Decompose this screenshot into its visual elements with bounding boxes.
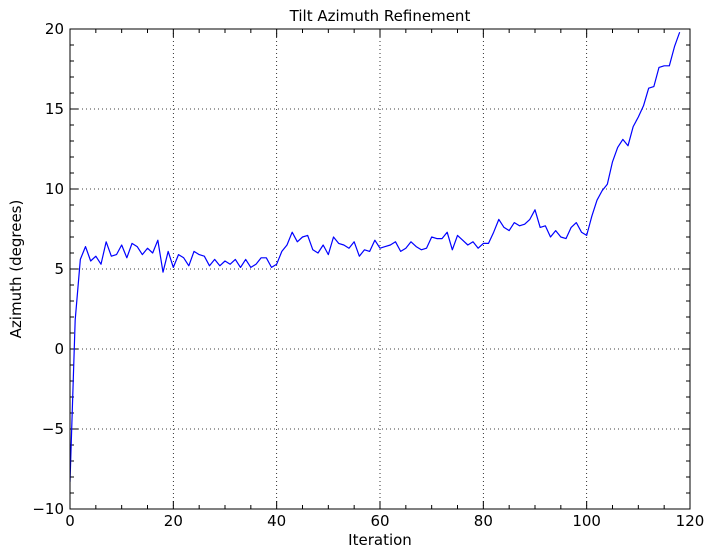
chart-title: Tilt Azimuth Refinement — [289, 7, 471, 25]
y-axis-label: Azimuth (degrees) — [7, 200, 25, 339]
x-tick-label: 0 — [65, 512, 75, 530]
y-tick-label: 10 — [45, 180, 64, 198]
x-tick-label: 120 — [676, 512, 705, 530]
y-tick-label: −5 — [42, 420, 64, 438]
x-tick-label: 40 — [267, 512, 286, 530]
plot-frame — [69, 28, 691, 510]
y-tick-label: 20 — [45, 20, 64, 38]
tick-labels: 0 20 40 60 80 100 120 −10 −5 0 5 10 15 20 — [32, 20, 704, 530]
y-tick-label: 5 — [54, 260, 64, 278]
y-tick-label: 15 — [45, 100, 64, 118]
x-tick-label: 20 — [164, 512, 183, 530]
data-series — [70, 31, 681, 482]
series-line — [70, 31, 681, 482]
x-tick-label: 80 — [474, 512, 493, 530]
y-tick-label: −10 — [32, 500, 64, 518]
grid-lines — [70, 29, 690, 509]
x-tick-label: 100 — [572, 512, 601, 530]
x-tick-label: 60 — [370, 512, 389, 530]
x-axis-label: Iteration — [348, 531, 412, 549]
y-tick-label: 0 — [54, 340, 64, 358]
